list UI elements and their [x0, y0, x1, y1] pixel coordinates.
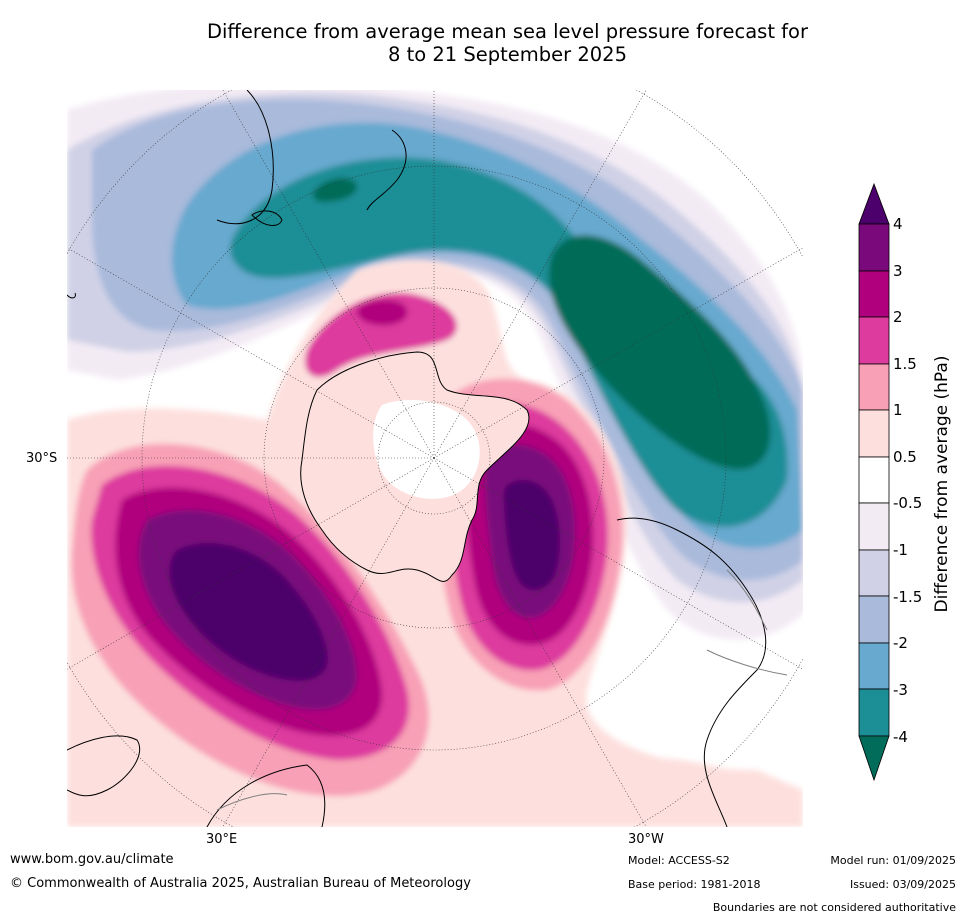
colorbar-swatch	[858, 595, 890, 644]
colorbar-swatch	[858, 688, 890, 737]
lon-label-30w: 30°W	[628, 832, 664, 847]
map-title: Difference from average mean sea level p…	[150, 20, 865, 66]
colorbar-tick: 1	[893, 401, 903, 419]
footer-model-run: Model run: 01/09/2025	[830, 854, 956, 867]
colorbar	[858, 182, 890, 782]
colorbar-tick: 0.5	[893, 448, 917, 466]
colorbar-tick: 2	[893, 308, 903, 326]
footer-base-period: Base period: 1981-2018	[628, 878, 761, 891]
colorbar-swatch	[858, 223, 890, 272]
colorbar-swatch	[858, 642, 890, 690]
colorbar-tick: -1.5	[893, 588, 923, 606]
footer-issued: Issued: 03/09/2025	[849, 878, 956, 891]
colorbar-swatch	[858, 363, 890, 411]
colorbar-tick: 4	[893, 215, 903, 233]
colorbar-arrow-top	[858, 182, 890, 225]
lon-label-30e: 30°E	[206, 832, 238, 847]
lat-label-30s: 30°S	[26, 451, 58, 466]
country-borders	[216, 569, 788, 811]
pressure-anomaly-map	[67, 90, 803, 827]
footer-website: www.bom.gov.au/climate	[10, 852, 174, 867]
title-line-2: 8 to 21 September 2025	[388, 43, 627, 66]
colorbar-tick: -1	[893, 541, 908, 559]
title-line-1: Difference from average mean sea level p…	[207, 20, 808, 43]
footer-copyright: © Commonwealth of Australia 2025, Austra…	[10, 876, 471, 891]
colorbar-swatch	[858, 409, 890, 458]
colorbar-swatch	[858, 316, 890, 365]
footer-disclaimer: Boundaries are not considered authoritat…	[712, 901, 956, 914]
colorbar-tick: -2	[893, 634, 908, 652]
colorbar-swatch	[858, 270, 890, 318]
colorbar-tick: -0.5	[893, 494, 923, 512]
coastlines	[67, 90, 767, 827]
colorbar-swatch	[858, 456, 890, 504]
colorbar-swatch	[858, 549, 890, 597]
footer-model: Model: ACCESS-S2	[628, 854, 730, 867]
colorbar-tick: 3	[893, 262, 903, 280]
colorbar-arrow-bottom	[858, 735, 890, 782]
colorbar-tick: -4	[893, 728, 908, 746]
antarctica-outline	[300, 351, 530, 582]
colorbar-title: Difference from average (hPa)	[932, 355, 952, 613]
colorbar-tick: -3	[893, 681, 908, 699]
graticule	[67, 90, 803, 827]
colorbar-swatch	[858, 502, 890, 551]
colorbar-tick: 1.5	[893, 355, 917, 373]
